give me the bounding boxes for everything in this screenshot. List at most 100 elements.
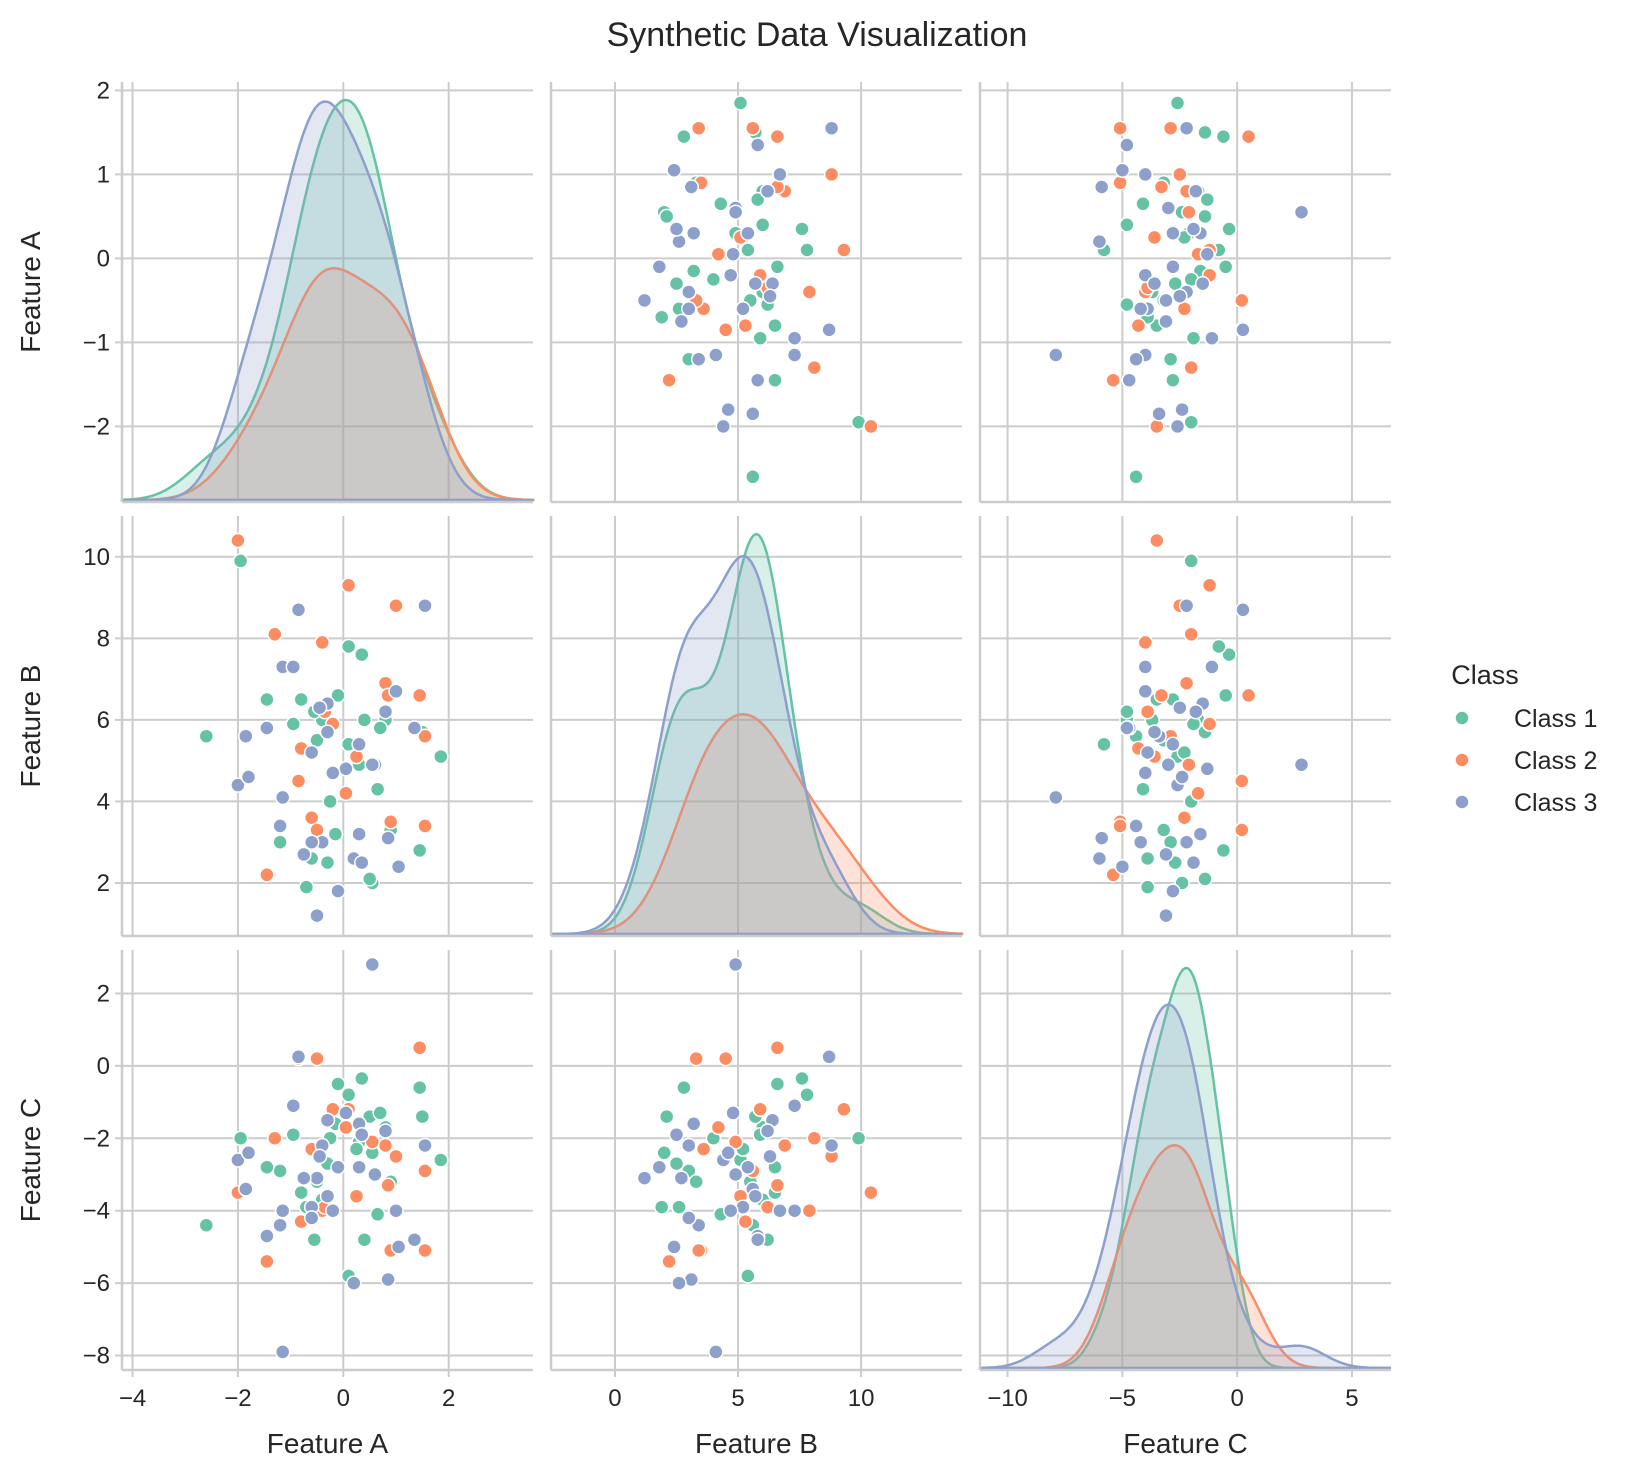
- point-class-1: [1119, 296, 1135, 313]
- point-class-3: [388, 1202, 404, 1219]
- point-class-3: [1178, 120, 1195, 136]
- point-class-2: [710, 1119, 727, 1136]
- kde-class-3: [122, 100, 533, 502]
- point-class-2: [661, 1253, 677, 1270]
- point-class-3: [1172, 699, 1188, 716]
- point-class-3: [319, 724, 336, 740]
- point-class-2: [836, 242, 852, 258]
- point-class-3: [1119, 137, 1135, 153]
- point-class-3: [1091, 850, 1108, 867]
- point-class-3: [725, 246, 741, 262]
- point-class-1: [319, 854, 336, 871]
- x-tick-label: 5: [1345, 1385, 1358, 1412]
- point-class-1: [705, 271, 722, 288]
- panel-feature-b-vs-feature-c: [978, 516, 1391, 938]
- point-class-2: [717, 1050, 734, 1067]
- point-class-2: [1153, 687, 1170, 704]
- point-class-3: [681, 1210, 697, 1226]
- point-class-3: [747, 275, 764, 292]
- point-class-1: [1217, 687, 1234, 704]
- point-class-2: [230, 532, 246, 549]
- point-class-1: [1183, 553, 1199, 569]
- y-tick-label: −4: [83, 1198, 110, 1225]
- point-class-3: [309, 907, 325, 924]
- point-class-1: [411, 1079, 428, 1096]
- point-class-3: [1165, 225, 1181, 241]
- point-class-2: [1112, 175, 1128, 191]
- point-class-3: [1146, 275, 1163, 292]
- point-class-3: [786, 1097, 803, 1114]
- y-axis-label-feature-a: Feature A: [15, 231, 46, 353]
- point-class-3: [325, 1202, 341, 1219]
- point-class-3: [351, 736, 367, 753]
- point-class-3: [668, 221, 685, 237]
- point-class-2: [1178, 675, 1195, 691]
- point-class-3: [762, 1148, 778, 1165]
- x-axis-label-feature-a: Feature A: [267, 1428, 389, 1459]
- point-class-3: [1114, 858, 1131, 875]
- point-class-2: [823, 166, 840, 183]
- panel-feature-c-vs-feature-b: 0 5 10 Feature B: [549, 950, 962, 1459]
- point-class-2: [727, 1134, 744, 1150]
- point-class-3: [1204, 330, 1220, 346]
- point-class-3: [406, 1231, 423, 1248]
- point-class-3: [681, 1137, 697, 1154]
- point-class-2: [1162, 120, 1179, 136]
- point-class-3: [1093, 179, 1110, 195]
- point-class-3: [1128, 351, 1144, 367]
- point-class-2: [863, 1184, 879, 1201]
- point-class-1: [668, 1155, 685, 1172]
- point-class-3: [727, 1166, 744, 1183]
- point-class-2: [1112, 120, 1128, 136]
- point-class-1: [1128, 469, 1144, 485]
- point-class-2: [1137, 634, 1154, 651]
- y-axis-label-feature-c: Feature C: [15, 1098, 46, 1223]
- point-class-1: [671, 1199, 687, 1215]
- kde-class-2: [122, 267, 535, 502]
- point-class-3: [330, 883, 346, 899]
- point-class-3: [651, 1159, 668, 1175]
- legend-marker-class-2: [1454, 752, 1470, 768]
- point-class-3: [230, 1152, 246, 1168]
- point-class-1: [340, 638, 357, 655]
- point-class-1: [1165, 372, 1181, 388]
- y-tick-label: 0: [97, 245, 110, 272]
- point-class-1: [740, 1268, 756, 1284]
- point-class-3: [1199, 761, 1216, 777]
- point-class-2: [690, 120, 707, 136]
- point-class-3: [1165, 259, 1181, 275]
- y-tick-label: −6: [83, 1270, 110, 1297]
- point-class-1: [769, 1076, 786, 1092]
- point-class-1: [414, 1108, 431, 1125]
- point-class-2: [348, 1188, 365, 1204]
- legend-label-class-1: Class 1: [1514, 705, 1597, 733]
- point-class-1: [1197, 871, 1213, 887]
- point-class-3: [727, 956, 744, 973]
- point-class-2: [1190, 785, 1206, 802]
- point-class-3: [406, 720, 423, 736]
- point-class-3: [681, 284, 697, 300]
- point-class-1: [433, 748, 449, 765]
- point-class-1: [259, 691, 275, 708]
- point-class-3: [1178, 597, 1195, 614]
- point-class-3: [354, 854, 370, 871]
- y-tick-label: 1: [97, 161, 110, 188]
- point-class-3: [749, 137, 766, 153]
- point-class-3: [1146, 724, 1163, 740]
- point-class-3: [1178, 834, 1195, 850]
- point-class-3: [685, 1116, 702, 1132]
- point-class-3: [722, 267, 739, 283]
- point-class-3: [1174, 769, 1190, 785]
- point-class-2: [388, 1148, 404, 1165]
- point-class-3: [240, 769, 257, 785]
- point-class-1: [361, 871, 378, 887]
- point-class-1: [749, 191, 766, 208]
- kde-class-3: [978, 1003, 1391, 1370]
- legend-marker-class-1: [1454, 710, 1470, 726]
- point-class-3: [708, 1344, 724, 1360]
- point-class-3: [274, 1202, 291, 1219]
- y-axis-label-feature-b: Feature B: [15, 665, 46, 788]
- point-class-1: [1119, 703, 1135, 720]
- point-class-3: [1172, 288, 1188, 304]
